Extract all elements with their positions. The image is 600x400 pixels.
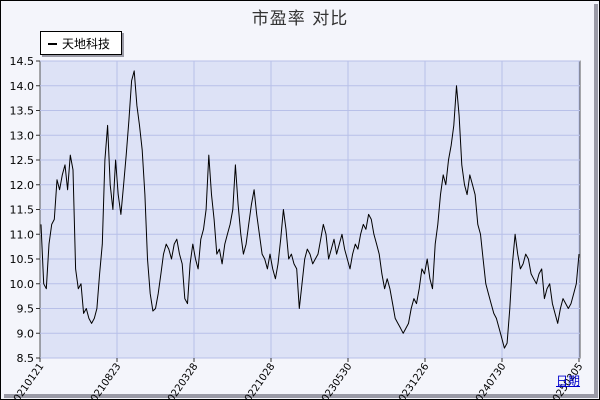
x-tick-label: 20221028: [239, 361, 277, 400]
frame-shadow-bottom: [4, 394, 598, 398]
grid-lines: [40, 60, 580, 359]
y-tick-label: 11.5: [10, 204, 35, 217]
x-axis-ticks: 20210121 20210823 20220328 20221028 20230530…: [8, 358, 585, 400]
legend-swatch: [48, 43, 57, 45]
y-tick-label: 9.5: [17, 303, 35, 316]
period-link[interactable]: 日期: [556, 374, 581, 388]
x-tick-label: 20210823: [85, 361, 123, 400]
y-tick-label: 8.5: [17, 352, 35, 365]
x-tick-label: 20231226: [393, 361, 431, 400]
y-tick-label: 12.0: [10, 179, 35, 192]
y-tick-label: 12.5: [10, 154, 35, 167]
chart-title: 市盈率 对比: [251, 9, 349, 29]
y-tick-label: 9.0: [17, 327, 35, 340]
x-tick-label: 20210121: [8, 361, 46, 400]
y-tick-label: 10.0: [10, 278, 35, 291]
y-tick-label: 11.0: [10, 228, 35, 241]
x-tick-label: 20220328: [162, 361, 200, 400]
legend-label: 天地科技: [62, 37, 111, 51]
frame-shadow-right: [594, 4, 598, 398]
x-tick-label: 20230530: [316, 361, 354, 400]
y-tick-label: 14.0: [10, 80, 35, 93]
y-tick-label: 14.5: [10, 55, 35, 68]
legend: 天地科技: [40, 31, 122, 55]
y-tick-label: 10.5: [10, 253, 35, 266]
x-tick-label: 20240730: [470, 361, 508, 400]
series-line-tiandi-keji: [40, 70, 580, 349]
y-axis-ticks: 8.5 9.0 9.5 10.0 10.5 11.0 11.5 12.0 12.5 13.0 13.…: [10, 55, 40, 365]
y-tick-label: 13.0: [10, 129, 35, 142]
y-tick-label: 13.5: [10, 105, 35, 118]
